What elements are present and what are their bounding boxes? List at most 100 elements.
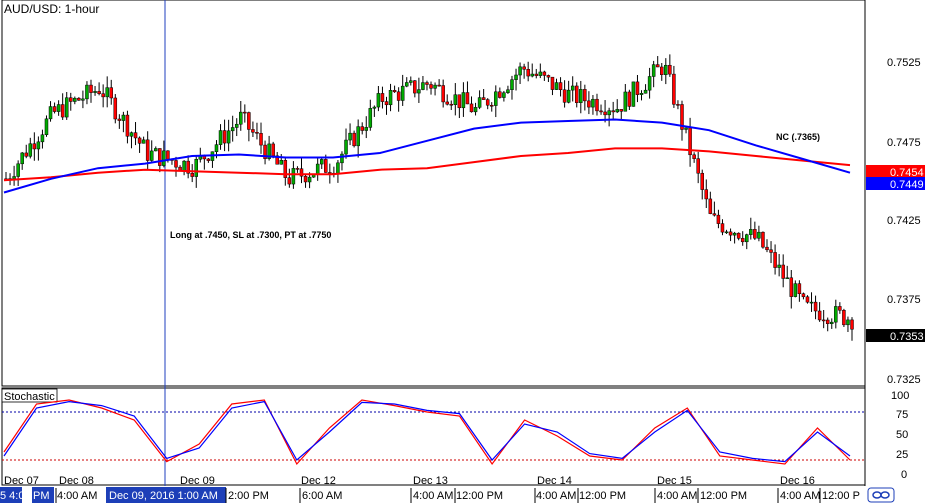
candle-body [724, 231, 729, 234]
candle-body [413, 80, 417, 94]
date-label: Dec 16 [780, 475, 815, 487]
candle-body [716, 214, 721, 224]
candle-body [489, 104, 494, 107]
time-label: 12:00 PM [700, 490, 747, 502]
svg-text:5 4:0: 5 4:0 [0, 490, 24, 502]
svg-text:0.7353: 0.7353 [890, 331, 924, 343]
candle-body [409, 80, 413, 83]
date-label: Dec 12 [301, 475, 336, 487]
candle-body [441, 85, 445, 103]
date-label: Dec 08 [59, 475, 94, 487]
candle-body [595, 98, 599, 112]
candle-body [44, 118, 49, 136]
candle-body [166, 150, 170, 160]
candle-body [263, 144, 267, 159]
candle-body [745, 234, 749, 243]
candle-body [251, 129, 255, 133]
candle-body [639, 93, 644, 95]
candle-body [643, 89, 648, 94]
candle-body [105, 87, 109, 98]
candle-body [101, 93, 105, 98]
candle-body [303, 175, 308, 183]
candle-body [396, 91, 401, 101]
candle-body [805, 296, 810, 303]
time-highlight-pm [32, 487, 54, 503]
candle-body [239, 111, 243, 125]
time-label: 12:00 P [822, 490, 860, 502]
candle-body [846, 319, 850, 326]
candle-body [137, 137, 142, 144]
date-label: Dec 09 [180, 475, 215, 487]
candle-body [255, 131, 259, 134]
candle-body [162, 150, 166, 166]
candle-body [206, 158, 211, 161]
candle-body [113, 97, 118, 120]
candle-body [77, 97, 81, 101]
candle-body [283, 160, 288, 178]
candle-body [121, 114, 126, 121]
candle-body [368, 108, 373, 128]
candle-body [773, 252, 777, 268]
candle-body [809, 301, 814, 304]
chart-title: AUD/USD: 1-hour [4, 2, 99, 16]
candle-body [158, 148, 162, 166]
candle-body [465, 92, 470, 105]
candle-body [599, 110, 603, 113]
time-label: 12:00 PM [579, 490, 626, 502]
candle-body [89, 84, 93, 93]
date-label: Dec 14 [537, 475, 572, 487]
candle-body [404, 82, 409, 87]
candle-body [125, 114, 130, 137]
candle-body [473, 107, 478, 113]
candle-body [259, 133, 263, 146]
candle-body [425, 82, 429, 85]
candle-body [336, 162, 340, 175]
candle-body [720, 223, 725, 233]
candle-body [825, 319, 830, 324]
svg-text:Dec 09, 2016 1:00 AM: Dec 09, 2016 1:00 AM [109, 490, 218, 502]
candle-body [461, 92, 466, 109]
time-label: 12:00 PM [456, 490, 503, 502]
stochastic-title: Stochastic [4, 391, 55, 403]
candle-body [684, 127, 688, 130]
candle-body [52, 106, 57, 112]
candle-body [291, 168, 296, 185]
time-label: 4:00 AM [57, 490, 97, 502]
stochastic-tick-label: 75 [896, 409, 908, 421]
candle-body [279, 160, 284, 165]
candle-body [392, 90, 397, 93]
candle-body [611, 110, 615, 113]
candle-body [785, 277, 789, 280]
price-tick-label: 0.7375 [887, 294, 921, 306]
candle-body [437, 84, 441, 87]
candle-body [93, 91, 97, 93]
candle-body [623, 91, 628, 112]
candle-body [182, 160, 186, 171]
candle-body [194, 158, 198, 177]
candle-body [817, 310, 822, 321]
candle-body [619, 109, 624, 112]
candle-body [510, 79, 514, 90]
candle-body [830, 321, 834, 324]
candle-body [534, 73, 539, 76]
candle-body [81, 98, 85, 101]
candle-body [352, 132, 356, 147]
candle-body [48, 106, 53, 120]
candle-body [494, 91, 498, 106]
candle-body [631, 81, 636, 107]
candle-body [793, 283, 798, 297]
candle-body [498, 91, 502, 98]
infinity-icon[interactable] [867, 487, 895, 503]
candle-body [736, 232, 741, 239]
candle-body [769, 249, 773, 253]
candle-body [117, 118, 122, 121]
trade-annotation: Long at .7450, SL at .7300, PT at .7750 [170, 230, 331, 240]
candle-body [97, 91, 101, 94]
candle-body [267, 143, 271, 159]
candle-body [700, 172, 704, 190]
candle-body [801, 293, 806, 298]
candle-body [12, 176, 16, 179]
candle-body [16, 163, 20, 177]
candle-body [64, 97, 69, 118]
